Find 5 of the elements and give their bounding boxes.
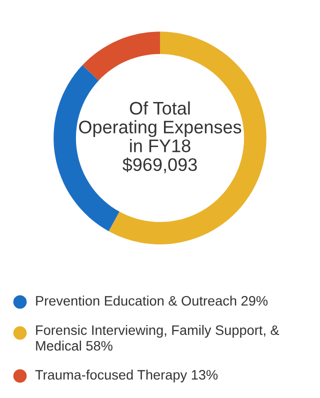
legend-label: Forensic Interviewing, Family Support, & Medical 58%	[36, 325, 280, 351]
text: Of Total Operating Expenses in FY18 $969,093	[79, 101, 242, 174]
donut-slice	[82, 32, 160, 80]
legend-label: Trauma-focused Therapy 13%	[35, 370, 218, 382]
legend-label: Prevention Education & Outreach 29%	[36, 296, 268, 306]
